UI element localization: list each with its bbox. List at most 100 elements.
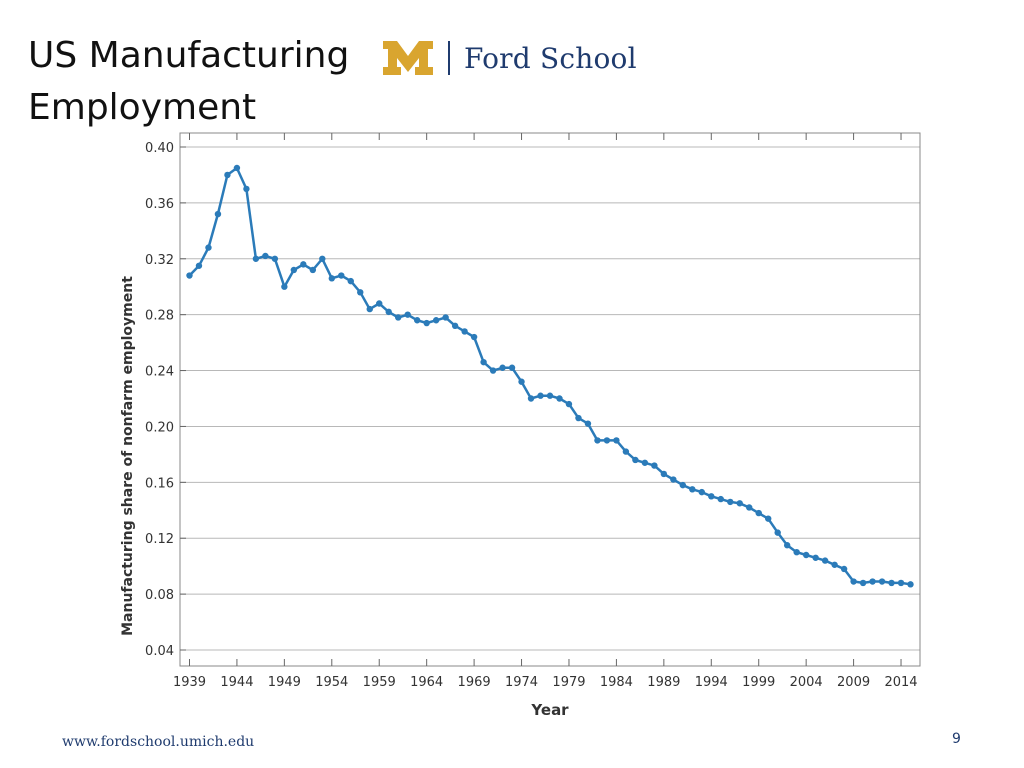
x-tick-label: 2004 [790,675,823,690]
data-point [537,392,544,399]
data-point [774,529,781,536]
data-point [793,548,800,556]
data-point [470,333,478,341]
data-point [594,437,601,444]
manufacturing-share-chart: 0.40 0.36 0.32 0.28 0.24 0.20 0.16 0.12 0.08 0.04… [120,132,921,719]
x-tick-label: 1954 [315,675,348,690]
data-point [338,272,345,279]
x-tick-label: 1939 [173,675,206,690]
logo-divider [448,41,450,75]
x-tick-label: 1969 [458,675,491,690]
data-point [233,164,241,172]
block-m-icon [383,41,433,75]
data-point [451,322,459,330]
x-tick-label: 2009 [837,675,870,690]
data-point [395,314,402,321]
data-point [271,255,279,262]
data-point [546,392,554,399]
footer-url: www.fordschool.umich.edu [62,734,255,750]
data-point [347,277,354,285]
y-tick-label: 0.24 [145,365,174,380]
data-point [622,448,630,455]
data-point [328,275,335,282]
data-point [831,561,838,568]
data-point [641,459,649,466]
data-point [878,578,886,585]
data-point [821,557,829,564]
data-point [897,579,905,587]
x-tick-label: 1999 [742,675,775,690]
data-point [480,358,487,366]
data-point [869,578,876,585]
data-point [717,495,724,503]
series-line [188,166,911,586]
data-point [802,551,810,559]
x-tick-label: 1944 [220,675,253,690]
data-point [366,305,373,313]
data-point [413,317,421,324]
data-point [698,488,705,496]
data-point [736,500,743,507]
x-tick-label: 1949 [268,675,301,690]
slide-title: US Manufacturing Employment [28,30,349,134]
grid-lines [180,146,920,651]
x-tick-label: 1989 [647,675,680,690]
data-point [499,364,506,371]
y-tick-label: 0.28 [145,309,174,324]
data-point [613,437,620,444]
data-point [508,364,516,371]
data-point [670,476,677,483]
data-point [689,486,696,493]
data-point [679,481,687,489]
data-point [518,378,525,385]
data-point [907,581,914,588]
x-tick-label: 2014 [884,675,917,690]
data-point [214,210,222,218]
data-point [243,185,250,193]
axis-ticks [180,133,902,666]
data-point [746,504,753,511]
data-point [442,314,449,321]
data-point [850,578,857,585]
series-layer [186,164,914,588]
data-point [461,328,468,335]
x-tick-label: 1974 [505,675,538,690]
x-tick-label: 1979 [552,675,585,690]
data-point [727,498,734,506]
data-point [319,255,326,262]
data-point [205,244,212,251]
data-point [888,579,895,587]
data-point [300,261,307,268]
data-point [765,515,772,522]
data-point [651,462,658,469]
y-tick-label: 0.04 [145,644,174,659]
data-point [309,266,317,274]
data-point [584,420,592,427]
data-point [195,262,203,269]
data-point [632,456,639,464]
data-point [575,414,582,422]
data-point [252,255,260,262]
data-point [489,367,497,374]
data-point [755,509,762,517]
data-point [603,437,611,444]
y-tick-label: 0.40 [145,141,174,156]
x-tick-label: 1984 [600,675,633,690]
data-point [404,311,411,318]
y-tick-label: 0.16 [145,476,174,491]
data-point [281,283,288,290]
data-point [812,554,819,561]
data-point [556,395,563,402]
logo-text: Ford School [464,41,637,75]
slide-title-line-2: Employment [28,87,257,128]
data-point [527,395,535,402]
data-point [186,272,193,279]
page-number: 9 [952,731,961,747]
data-point [376,300,383,307]
y-tick-label: 0.20 [145,420,174,435]
data-point [290,266,298,274]
data-point [224,171,231,179]
x-tick-label: 1994 [695,675,728,690]
data-point [423,319,430,327]
tick-labels: 0.40 0.36 0.32 0.28 0.24 0.20 0.16 0.12 0.08 0.04… [145,141,918,690]
